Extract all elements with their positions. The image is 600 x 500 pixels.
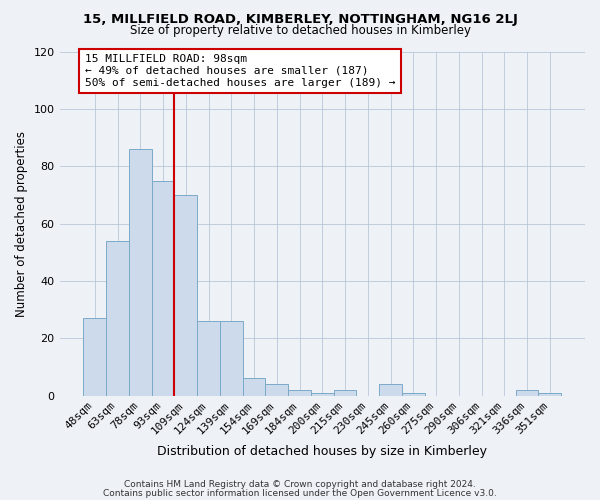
- Y-axis label: Number of detached properties: Number of detached properties: [15, 130, 28, 316]
- Bar: [152, 180, 175, 396]
- Text: 15, MILLFIELD ROAD, KIMBERLEY, NOTTINGHAM, NG16 2LJ: 15, MILLFIELD ROAD, KIMBERLEY, NOTTINGHA…: [83, 12, 517, 26]
- Bar: [402, 392, 425, 396]
- Bar: [83, 318, 106, 396]
- Text: Contains public sector information licensed under the Open Government Licence v3: Contains public sector information licen…: [103, 488, 497, 498]
- Text: 15 MILLFIELD ROAD: 98sqm
← 49% of detached houses are smaller (187)
50% of semi-: 15 MILLFIELD ROAD: 98sqm ← 49% of detach…: [85, 54, 395, 88]
- Bar: [379, 384, 402, 396]
- Bar: [334, 390, 356, 396]
- Bar: [129, 149, 152, 396]
- Text: Size of property relative to detached houses in Kimberley: Size of property relative to detached ho…: [130, 24, 470, 37]
- Bar: [538, 392, 561, 396]
- Bar: [220, 321, 242, 396]
- X-axis label: Distribution of detached houses by size in Kimberley: Distribution of detached houses by size …: [157, 444, 487, 458]
- Bar: [175, 195, 197, 396]
- Bar: [242, 378, 265, 396]
- Bar: [265, 384, 288, 396]
- Bar: [311, 392, 334, 396]
- Bar: [288, 390, 311, 396]
- Text: Contains HM Land Registry data © Crown copyright and database right 2024.: Contains HM Land Registry data © Crown c…: [124, 480, 476, 489]
- Bar: [106, 241, 129, 396]
- Bar: [197, 321, 220, 396]
- Bar: [515, 390, 538, 396]
